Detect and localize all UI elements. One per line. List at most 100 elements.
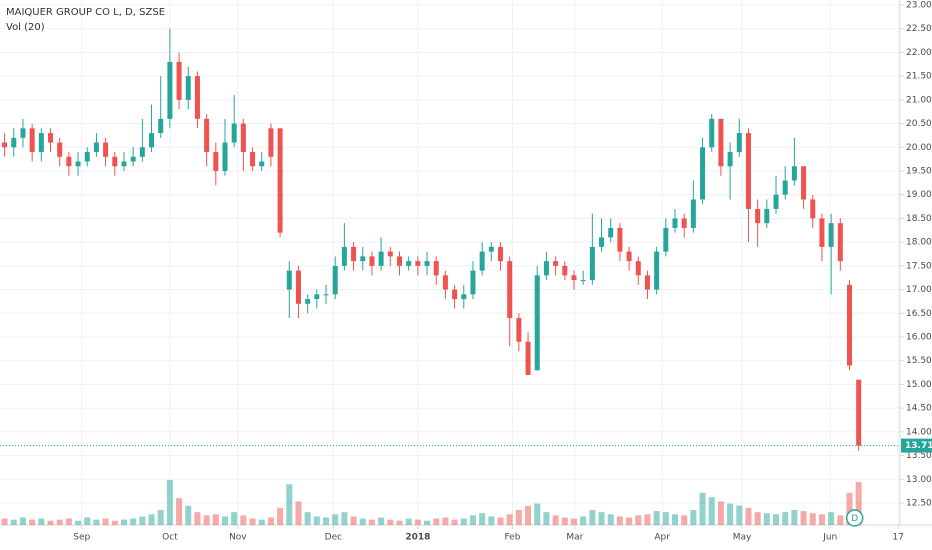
candle-body [259, 161, 265, 167]
volume-bar [442, 517, 449, 525]
candle-body [130, 156, 136, 162]
x-tick-label: Oct [162, 533, 178, 543]
volume-bar [47, 520, 54, 525]
volume-bar [763, 513, 770, 525]
candle-body [599, 237, 605, 247]
candle-body [534, 275, 540, 371]
volume-bar [359, 518, 366, 525]
volume-bar [561, 517, 568, 525]
volume-bar [809, 513, 816, 525]
candle-body [222, 142, 228, 171]
volume-bar [387, 519, 394, 525]
y-tick-label: 12.50 [906, 499, 932, 509]
volume-bar [111, 520, 118, 525]
volume-bar [846, 492, 853, 525]
candle-body [442, 275, 448, 290]
y-tick-label: 16.50 [906, 309, 932, 319]
candle-body [433, 261, 439, 276]
candle-body [424, 261, 430, 266]
candle-body [828, 223, 834, 247]
volume-bar [185, 505, 192, 525]
candle-body [112, 156, 118, 167]
candle-body [66, 156, 72, 167]
volume-bar [286, 484, 293, 525]
candle-body [837, 223, 843, 262]
candle-body [194, 76, 200, 119]
last-price-box [901, 438, 932, 453]
candle-body [617, 227, 623, 252]
candle-body [11, 137, 17, 148]
volume-bar [681, 515, 688, 525]
candle-body [608, 227, 614, 238]
volume-bar [488, 516, 495, 525]
candle-body [626, 251, 632, 262]
volume-bar [405, 518, 412, 525]
volume-bar [313, 516, 320, 525]
y-tick-label: 14.50 [906, 404, 932, 414]
volume-bar [460, 518, 467, 525]
volume-bar [323, 517, 330, 525]
candle-body [332, 265, 338, 295]
candle-body [709, 118, 715, 148]
candle-body [525, 341, 531, 375]
candle-body [351, 246, 357, 262]
candle-body [470, 270, 476, 295]
candle-body [387, 251, 393, 257]
candle-body [764, 208, 770, 224]
volume-bar [543, 512, 550, 525]
volume-bar [368, 519, 375, 525]
volume-bar [736, 505, 743, 525]
x-tick-label: Apr [654, 533, 670, 543]
volume-bar [598, 512, 605, 525]
volume-bar [745, 507, 752, 525]
volume-bar [304, 512, 311, 525]
volume-bar [616, 516, 623, 525]
candle-body [727, 152, 733, 167]
candle-body [461, 294, 467, 300]
y-tick-label: 18.50 [906, 214, 932, 224]
volume-bar [222, 516, 228, 525]
x-tick-label: Nov [229, 533, 247, 543]
candle-body [57, 142, 63, 157]
y-tick-label: 13.00 [906, 475, 932, 485]
candle-body [718, 118, 724, 167]
candle-body [2, 142, 8, 148]
volume-bar [93, 519, 100, 525]
y-tick-label: 19.00 [906, 190, 932, 200]
candle-body [543, 261, 549, 276]
volume-bar [837, 515, 844, 525]
volume-bar [332, 514, 339, 525]
candle-body [498, 246, 504, 262]
volume-bar [258, 519, 265, 525]
candle-body [341, 246, 347, 266]
candle-body [139, 147, 145, 157]
chart-title: MAIQUER GROUP CO L, D, SZSE [6, 7, 165, 18]
candle-body [295, 270, 301, 304]
volume-bar [249, 518, 256, 525]
y-tick-label: 23.00 [906, 1, 932, 11]
x-tick-label: Mar [566, 533, 583, 543]
volume-bar [828, 512, 835, 525]
candle-body [305, 299, 311, 304]
y-tick-label: 22.50 [906, 24, 932, 34]
volume-bar [350, 516, 357, 525]
candle-body [29, 128, 35, 153]
volume-bar [240, 515, 247, 525]
volume-bar [378, 517, 385, 525]
volume-bar [497, 517, 504, 525]
volume-bar [570, 518, 577, 525]
volume-bar [754, 512, 761, 525]
volume-bar [19, 517, 26, 525]
candle-body [213, 152, 219, 171]
candle-body [240, 123, 246, 153]
volume-bar [84, 517, 91, 525]
volume-bar [29, 519, 36, 525]
candle-body [452, 289, 458, 300]
candle-body [185, 76, 191, 100]
candle-body [286, 270, 292, 290]
x-tick-label: Sep [73, 533, 90, 543]
candle-body [700, 147, 706, 200]
volume-bar [672, 514, 678, 525]
candle-body [810, 199, 816, 219]
volume-bar [194, 512, 201, 525]
